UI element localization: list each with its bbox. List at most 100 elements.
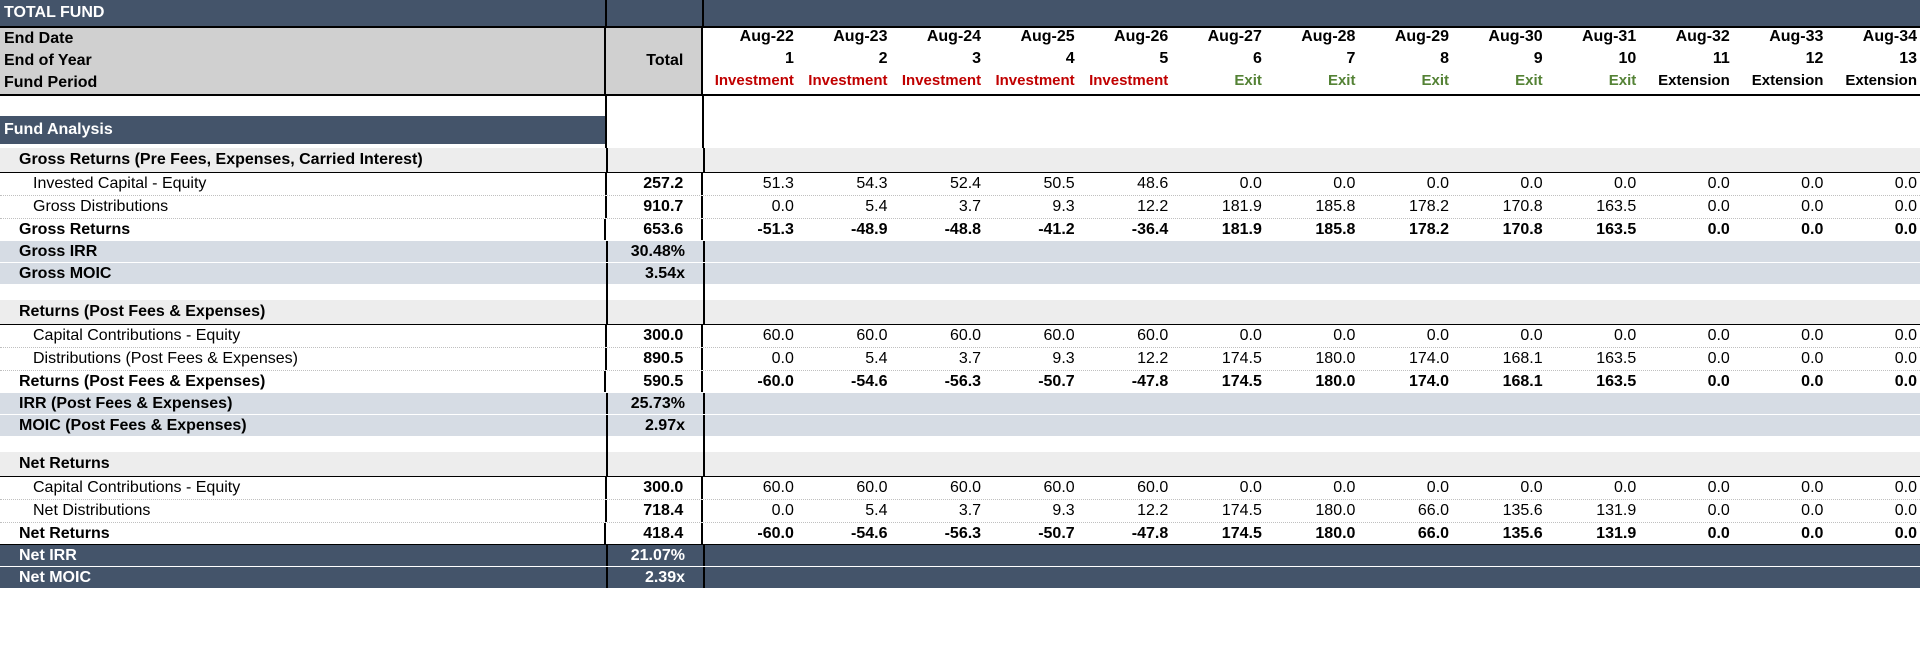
gross-returns-cell[interactable]: 185.8 (1315, 220, 1356, 238)
end-date-cell[interactable]: Aug-25 (1020, 28, 1075, 45)
fund-period-cell[interactable]: Exit (1327, 72, 1356, 89)
sheet-title[interactable]: TOTAL FUND (0, 0, 606, 26)
net-contrib-cell[interactable]: 0.0 (1239, 479, 1262, 496)
end-date-cell[interactable]: Aug-23 (833, 28, 888, 45)
gross-invested-cell[interactable]: 48.6 (1137, 175, 1169, 192)
gross-returns-cell[interactable]: -51.3 (757, 220, 794, 238)
post-distributions-cell[interactable]: 0.0 (1894, 350, 1918, 367)
gross-distributions-cell[interactable]: 0.0 (771, 198, 794, 215)
post-contrib-cell[interactable]: 0.0 (1520, 327, 1543, 344)
end-date-cell[interactable]: Aug-26 (1114, 28, 1169, 45)
net-contrib-cell[interactable]: 0.0 (1707, 479, 1730, 496)
net-returns-total[interactable]: 418.4 (643, 524, 684, 542)
end-date-cell[interactable]: Aug-31 (1582, 28, 1637, 45)
end-date-cell[interactable]: Aug-24 (926, 28, 982, 45)
post-contrib-cell[interactable]: 0.0 (1239, 327, 1262, 344)
post-returns-cell[interactable]: 0.0 (1894, 372, 1917, 390)
net-contrib-total[interactable]: 300.0 (643, 479, 684, 496)
post-returns-cell[interactable]: 168.1 (1502, 372, 1543, 390)
gross-moic-total[interactable]: 3.54x (644, 264, 685, 282)
post-contrib-cell[interactable]: 60.0 (949, 327, 982, 344)
end-date-cell[interactable]: Aug-34 (1862, 28, 1918, 45)
post-distributions-cell[interactable]: 5.4 (865, 350, 888, 367)
post-returns-total[interactable]: 590.5 (643, 372, 684, 390)
year-cell[interactable]: 6 (1252, 50, 1262, 67)
post-contrib-cell[interactable]: 60.0 (856, 327, 888, 344)
fund-period-cell[interactable]: Exit (1421, 72, 1450, 89)
gross-returns-cell[interactable]: -36.4 (1131, 220, 1169, 238)
gross-returns-cell[interactable]: 181.9 (1221, 220, 1262, 238)
net-distributions-cell[interactable]: 66.0 (1417, 502, 1450, 519)
post-moic-total[interactable]: 2.97x (644, 416, 685, 434)
post-irr-label[interactable]: IRR (Post Fees & Expenses) (19, 394, 233, 412)
gross-invested-cell[interactable]: 0.0 (1801, 175, 1824, 192)
post-contrib-cell[interactable]: 60.0 (1137, 327, 1169, 344)
fund-period-cell[interactable]: Exit (1234, 72, 1262, 89)
end-date-cell[interactable]: Aug-33 (1769, 28, 1824, 45)
net-distributions-label[interactable]: Net Distributions (33, 502, 151, 519)
net-contrib-cell[interactable]: 0.0 (1613, 479, 1637, 496)
post-distributions-cell[interactable]: 0.0 (771, 350, 794, 367)
end-date-cell[interactable]: Aug-30 (1488, 28, 1543, 45)
gross-distributions-cell[interactable]: 170.8 (1502, 198, 1543, 215)
year-cell[interactable]: 2 (878, 50, 888, 67)
net-returns-label[interactable]: Net Returns (19, 524, 110, 542)
net-returns-cell[interactable]: 0.0 (1707, 524, 1730, 542)
post-contrib-cell[interactable]: 0.0 (1707, 327, 1730, 344)
post-distributions-cell[interactable]: 0.0 (1707, 350, 1730, 367)
year-cell[interactable]: 1 (784, 50, 794, 67)
net-returns-cell[interactable]: 0.0 (1801, 524, 1824, 542)
post-distributions-cell[interactable]: 0.0 (1801, 350, 1824, 367)
net-distributions-cell[interactable]: 12.2 (1137, 502, 1169, 519)
gross-distributions-cell[interactable]: 163.5 (1596, 198, 1637, 215)
year-cell[interactable]: 13 (1899, 50, 1918, 67)
gross-distributions-cell[interactable]: 178.2 (1409, 198, 1450, 215)
net-returns-cell[interactable]: 0.0 (1894, 524, 1917, 542)
net-moic-total[interactable]: 2.39x (644, 568, 685, 586)
fund-period-cell[interactable]: Extension (1845, 72, 1918, 89)
fund-period-cell[interactable]: Extension (1751, 72, 1824, 89)
post-returns-cell[interactable]: 174.5 (1221, 372, 1262, 390)
fund-period-cell[interactable]: Exit (1608, 72, 1637, 89)
fund-period-cell[interactable]: Investment (995, 72, 1075, 89)
net-returns-cell[interactable]: -60.0 (757, 524, 794, 542)
gross-returns-cell[interactable]: 0.0 (1894, 220, 1917, 238)
post-returns-cell[interactable]: -47.8 (1131, 372, 1169, 390)
post-distributions-cell[interactable]: 174.5 (1221, 350, 1262, 367)
net-returns-cell[interactable]: 135.6 (1502, 524, 1543, 542)
gross-invested-cell[interactable]: 50.5 (1043, 175, 1075, 192)
post-returns-cell[interactable]: 0.0 (1707, 372, 1730, 390)
gross-distributions-cell[interactable]: 0.0 (1707, 198, 1730, 215)
post-contrib-total[interactable]: 300.0 (643, 327, 684, 344)
year-cell[interactable]: 9 (1533, 50, 1543, 67)
gross-distributions-cell[interactable]: 0.0 (1801, 198, 1824, 215)
end-date-cell[interactable]: Aug-28 (1301, 28, 1356, 45)
end-of-year-label[interactable]: End of Year (4, 52, 92, 69)
net-returns-cell[interactable]: 180.0 (1315, 524, 1356, 542)
post-distributions-cell[interactable]: 174.0 (1409, 350, 1450, 367)
post-moic-label[interactable]: MOIC (Post Fees & Expenses) (19, 416, 247, 434)
gross-invested-cell[interactable]: 52.4 (949, 175, 982, 192)
gross-invested-cell[interactable]: 0.0 (1333, 175, 1356, 192)
gross-distributions-label[interactable]: Gross Distributions (33, 198, 169, 215)
gross-moic-label[interactable]: Gross MOIC (19, 264, 112, 282)
end-date-cell[interactable]: Aug-29 (1394, 28, 1450, 45)
post-returns-cell[interactable]: -60.0 (757, 372, 794, 390)
gross-invested-label[interactable]: Invested Capital - Equity (33, 175, 207, 192)
net-returns-cell[interactable]: 66.0 (1417, 524, 1450, 542)
net-contrib-cell[interactable]: 0.0 (1426, 479, 1450, 496)
post-distributions-label[interactable]: Distributions (Post Fees & Expenses) (33, 350, 298, 367)
gross-invested-cell[interactable]: 0.0 (1239, 175, 1262, 192)
end-date-cell[interactable]: Aug-27 (1207, 28, 1262, 45)
year-cell[interactable]: 12 (1805, 50, 1824, 67)
net-returns-cell[interactable]: 131.9 (1596, 524, 1637, 542)
fund-period-cell[interactable]: Investment (714, 72, 794, 89)
gross-distributions-cell[interactable]: 3.7 (958, 198, 982, 215)
post-contrib-cell[interactable]: 60.0 (762, 327, 794, 344)
title-total-cell[interactable] (607, 0, 703, 26)
net-returns-cell[interactable]: -54.6 (851, 524, 888, 542)
year-cell[interactable]: 11 (1712, 50, 1730, 67)
gross-returns-label[interactable]: Gross Returns (19, 220, 131, 238)
gross-returns-cell[interactable]: 0.0 (1707, 220, 1730, 238)
fund-period-cell[interactable]: Investment (1089, 72, 1169, 89)
